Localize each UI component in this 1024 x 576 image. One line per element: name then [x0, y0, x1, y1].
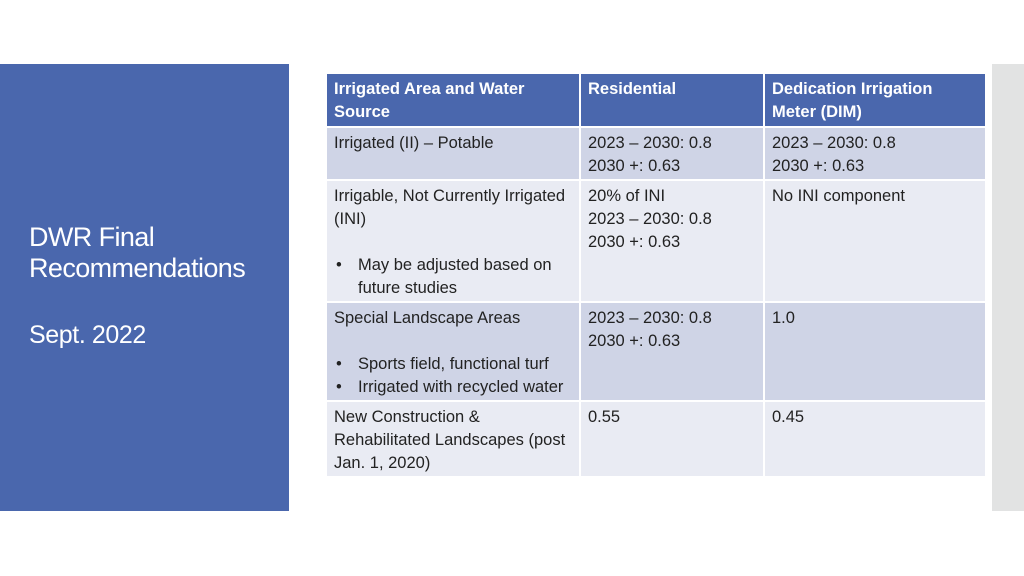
- cell-area: Irrigable, Not Currently Irrigated (INI)…: [325, 179, 581, 303]
- bullet-icon: •: [336, 355, 342, 373]
- area-label: Special Landscape Areas: [334, 309, 521, 327]
- cell-dim: 0.45: [763, 400, 987, 478]
- area-label: Irrigable, Not Currently Irrigated (INI): [334, 187, 566, 228]
- header-dim: Dedication Irrigation Meter (DIM): [763, 72, 987, 128]
- dim-value: 1.0: [772, 309, 795, 327]
- recommendations-table-container: Irrigated Area and Water Source Resident…: [325, 72, 987, 478]
- recommendations-table: Irrigated Area and Water Source Resident…: [325, 72, 987, 478]
- residential-value: 2030 +: 0.63: [588, 332, 681, 350]
- residential-value: 0.55: [588, 408, 621, 426]
- bullet-text: May be adjusted based on future studies: [358, 256, 552, 297]
- residential-value: 2023 – 2030: 0.8: [588, 309, 712, 327]
- bullet-text: Irrigated with recycled water: [358, 378, 564, 396]
- slide-title-line-1: DWR Final: [29, 222, 155, 252]
- slide-date: Sept. 2022: [29, 321, 146, 349]
- cell-dim: 2023 – 2030: 0.8 2030 +: 0.63: [763, 126, 987, 181]
- bullet-item: • Irrigated with recycled water: [334, 376, 573, 399]
- cell-residential: 0.55: [579, 400, 765, 478]
- table-row: Special Landscape Areas • Sports field, f…: [325, 301, 987, 402]
- residential-value: 2023 – 2030: 0.8: [588, 134, 712, 152]
- cell-area: New Construction & Rehabilitated Landsca…: [325, 400, 581, 478]
- residential-value: 2023 – 2030: 0.8: [588, 210, 712, 228]
- bullet-item: • May be adjusted based on future studies: [334, 254, 573, 300]
- cell-residential: 2023 – 2030: 0.8 2030 +: 0.63: [579, 301, 765, 402]
- cell-residential: 2023 – 2030: 0.8 2030 +: 0.63: [579, 126, 765, 181]
- bullet-icon: •: [336, 378, 342, 396]
- table-header-row: Irrigated Area and Water Source Resident…: [325, 72, 987, 128]
- dim-value: 0.45: [772, 408, 805, 426]
- slide-title-line-2: Recommendations: [29, 253, 246, 283]
- header-residential: Residential: [579, 72, 765, 128]
- area-bullets: • Sports field, functional turf • Irrigate…: [334, 353, 573, 399]
- residential-value: 20% of INI: [588, 187, 666, 205]
- residential-value: 2030 +: 0.63: [588, 157, 681, 175]
- bullet-text: Sports field, functional turf: [358, 355, 549, 373]
- area-label: Irrigated (II) – Potable: [334, 134, 494, 152]
- table-row: New Construction & Rehabilitated Landsca…: [325, 400, 987, 478]
- bullet-icon: •: [336, 256, 342, 274]
- cell-area: Special Landscape Areas • Sports field, f…: [325, 301, 581, 402]
- header-area-source: Irrigated Area and Water Source: [325, 72, 581, 128]
- area-bullets: • May be adjusted based on future studies: [334, 254, 573, 300]
- slide-title: DWR Final Recommendations: [29, 222, 246, 284]
- cell-dim: 1.0: [763, 301, 987, 402]
- right-edge-bar: [992, 64, 1024, 511]
- residential-value: 2030 +: 0.63: [588, 233, 681, 251]
- dim-value: 2023 – 2030: 0.8: [772, 134, 896, 152]
- cell-dim: No INI component: [763, 179, 987, 303]
- cell-residential: 20% of INI 2023 – 2030: 0.8 2030 +: 0.63: [579, 179, 765, 303]
- dim-value: 2030 +: 0.63: [772, 157, 865, 175]
- table-row: Irrigated (II) – Potable 2023 – 2030: 0.…: [325, 126, 987, 181]
- table-row: Irrigable, Not Currently Irrigated (INI)…: [325, 179, 987, 303]
- cell-area: Irrigated (II) – Potable: [325, 126, 581, 181]
- title-panel: [0, 64, 289, 511]
- area-label: New Construction & Rehabilitated Landsca…: [334, 408, 566, 472]
- dim-value: No INI component: [772, 187, 905, 205]
- bullet-item: • Sports field, functional turf: [334, 353, 573, 376]
